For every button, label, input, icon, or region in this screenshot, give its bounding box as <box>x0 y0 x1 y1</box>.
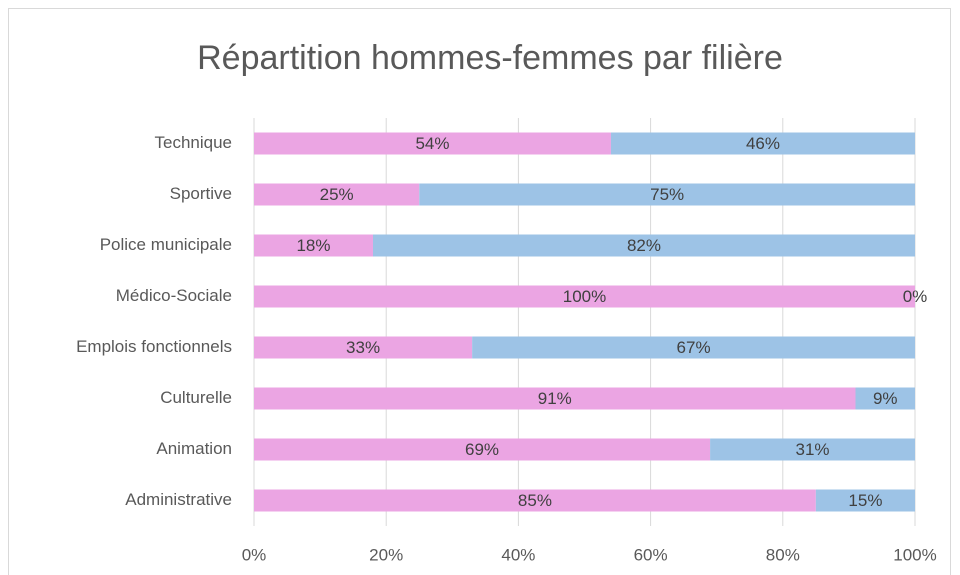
data-label: 46% <box>746 134 780 153</box>
data-label: 18% <box>296 236 330 255</box>
data-label: 100% <box>563 287 606 306</box>
bar-segment <box>815 489 915 512</box>
y-tick-label: Technique <box>154 133 232 152</box>
bar-segment <box>254 336 473 359</box>
bar-segment <box>254 132 611 155</box>
bar-segment <box>419 183 915 206</box>
bar-segment <box>472 336 915 359</box>
chart-title: Répartition hommes-femmes par filière <box>197 39 783 77</box>
bar-segment <box>254 438 711 461</box>
data-label: 31% <box>796 440 830 459</box>
y-tick-label: Médico-Sociale <box>116 286 232 305</box>
y-tick-label: Administrative <box>125 490 232 509</box>
y-tick-label: Emplois fonctionnels <box>76 337 232 356</box>
data-label: 69% <box>465 440 499 459</box>
x-tick-label: 40% <box>501 545 535 564</box>
bar-segment <box>254 285 915 308</box>
data-label: 67% <box>677 338 711 357</box>
data-label: 54% <box>415 134 449 153</box>
y-tick-label: Culturelle <box>160 388 232 407</box>
data-label: 25% <box>320 185 354 204</box>
bar-segment <box>254 387 856 410</box>
bar-segment <box>254 183 420 206</box>
y-tick-label: Police municipale <box>100 235 232 254</box>
bar-segment <box>254 489 816 512</box>
x-tick-label: 80% <box>766 545 800 564</box>
data-label: 85% <box>518 491 552 510</box>
y-tick-label: Animation <box>156 439 232 458</box>
data-label: 82% <box>627 236 661 255</box>
data-label: 75% <box>650 185 684 204</box>
bar-segment <box>710 438 915 461</box>
bar-segment <box>610 132 915 155</box>
data-label: 91% <box>538 389 572 408</box>
y-tick-label: Sportive <box>170 184 232 203</box>
bar-segment <box>855 387 915 410</box>
x-tick-label: 0% <box>242 545 267 564</box>
bar-segment <box>372 234 916 257</box>
data-label: 33% <box>346 338 380 357</box>
data-label: 9% <box>873 389 898 408</box>
x-tick-label: 20% <box>369 545 403 564</box>
x-tick-label: 60% <box>634 545 668 564</box>
data-label: 0% <box>903 287 928 306</box>
bar-segment <box>254 234 373 257</box>
x-tick-label: 100% <box>893 545 936 564</box>
data-label: 15% <box>848 491 882 510</box>
